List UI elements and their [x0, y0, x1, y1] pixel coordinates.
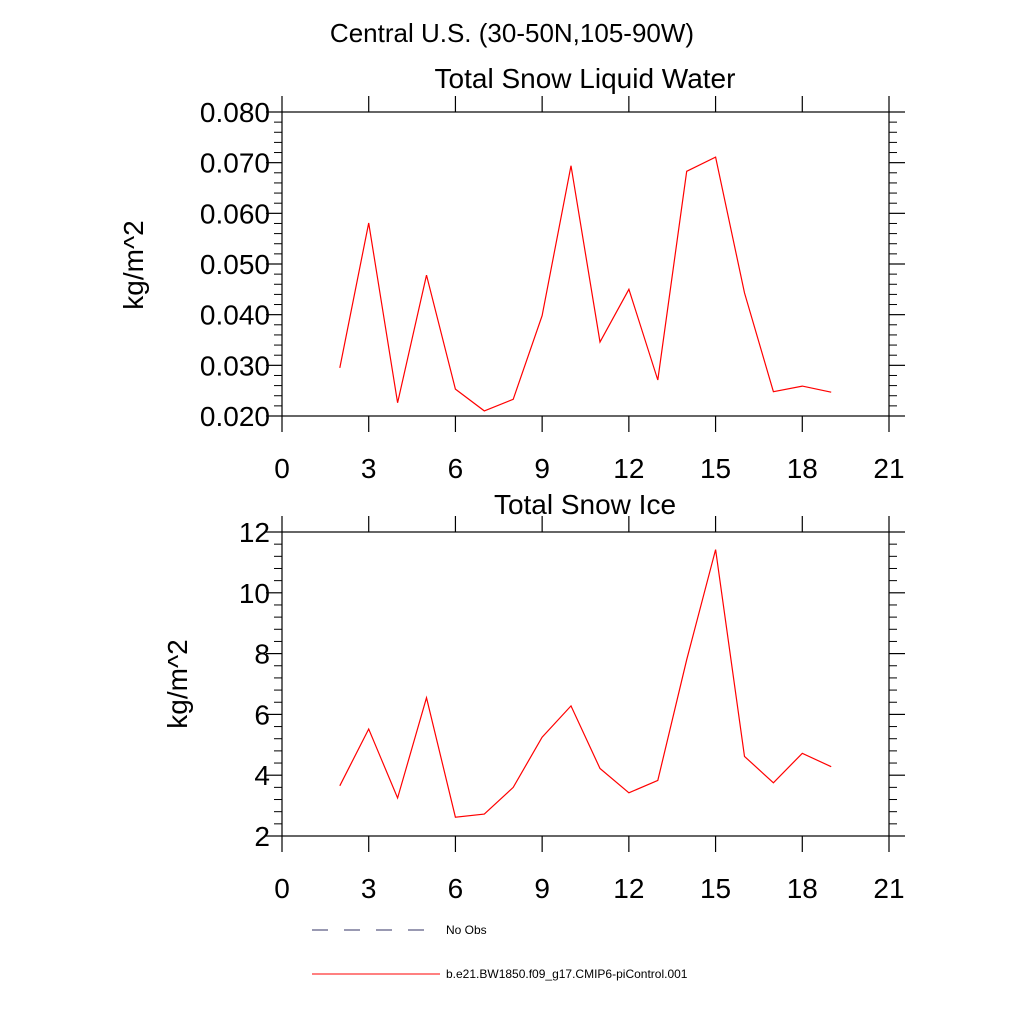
x-tick-label: 3 [361, 873, 377, 904]
x-tick-label: 0 [274, 873, 290, 904]
legend-label-model: b.e21.BW1850.f09_g17.CMIP6-piControl.001 [446, 967, 688, 981]
x-tick-label: 21 [873, 453, 904, 484]
y-tick-label: 6 [254, 699, 270, 730]
y-tick-label: 0.030 [200, 350, 270, 381]
x-tick-label: 18 [787, 453, 818, 484]
y-tick-label: 0.050 [200, 249, 270, 280]
chart-title: Total Snow Ice [494, 489, 676, 520]
y-tick-label: 12 [239, 517, 270, 548]
x-tick-label: 18 [787, 873, 818, 904]
legend: No Obs b.e21.BW1850.f09_g17.CMIP6-piCont… [312, 923, 688, 981]
chart-title: Total Snow Liquid Water [435, 63, 736, 94]
x-tick-label: 12 [613, 873, 644, 904]
y-tick-label: 0.020 [200, 401, 270, 432]
x-tick-label: 15 [700, 873, 731, 904]
chart-panel-snow-ice: Total Snow Ice kg/m^2 0 3 6 9 12 15 18 21246810… [162, 489, 905, 904]
y-tick-label: 2 [254, 821, 270, 852]
plot-frame [281, 531, 890, 837]
x-tick-label: 0 [274, 453, 290, 484]
y-tick-label: 0.070 [200, 148, 270, 179]
y-tick-label: 0.060 [200, 198, 270, 229]
y-tick-label: 0.080 [200, 97, 270, 128]
x-tick-label: 9 [534, 873, 550, 904]
chart-panel-snow-liquid-water: Total Snow Liquid Water kg/m^2 0 3 6 9 12 15 1… [118, 63, 905, 484]
legend-label-no-obs: No Obs [446, 923, 487, 937]
y-tick-label: 0.040 [200, 300, 270, 331]
x-tick-label: 6 [448, 873, 464, 904]
region-title: Central U.S. (30-50N,105-90W) [330, 18, 694, 48]
y-axis-label: kg/m^2 [118, 220, 149, 309]
y-tick-label: 8 [254, 639, 270, 670]
x-tick-label: 9 [534, 453, 550, 484]
series-line [339, 156, 832, 412]
y-tick-label: 4 [254, 760, 270, 791]
x-tick-label: 12 [613, 453, 644, 484]
x-tick-label: 15 [700, 453, 731, 484]
x-tick-label: 3 [361, 453, 377, 484]
series-line [339, 549, 832, 818]
x-tick-label: 6 [448, 453, 464, 484]
y-axis-label: kg/m^2 [162, 639, 193, 728]
plot-frame [281, 111, 890, 417]
x-tick-label: 21 [873, 873, 904, 904]
y-tick-label: 10 [239, 578, 270, 609]
